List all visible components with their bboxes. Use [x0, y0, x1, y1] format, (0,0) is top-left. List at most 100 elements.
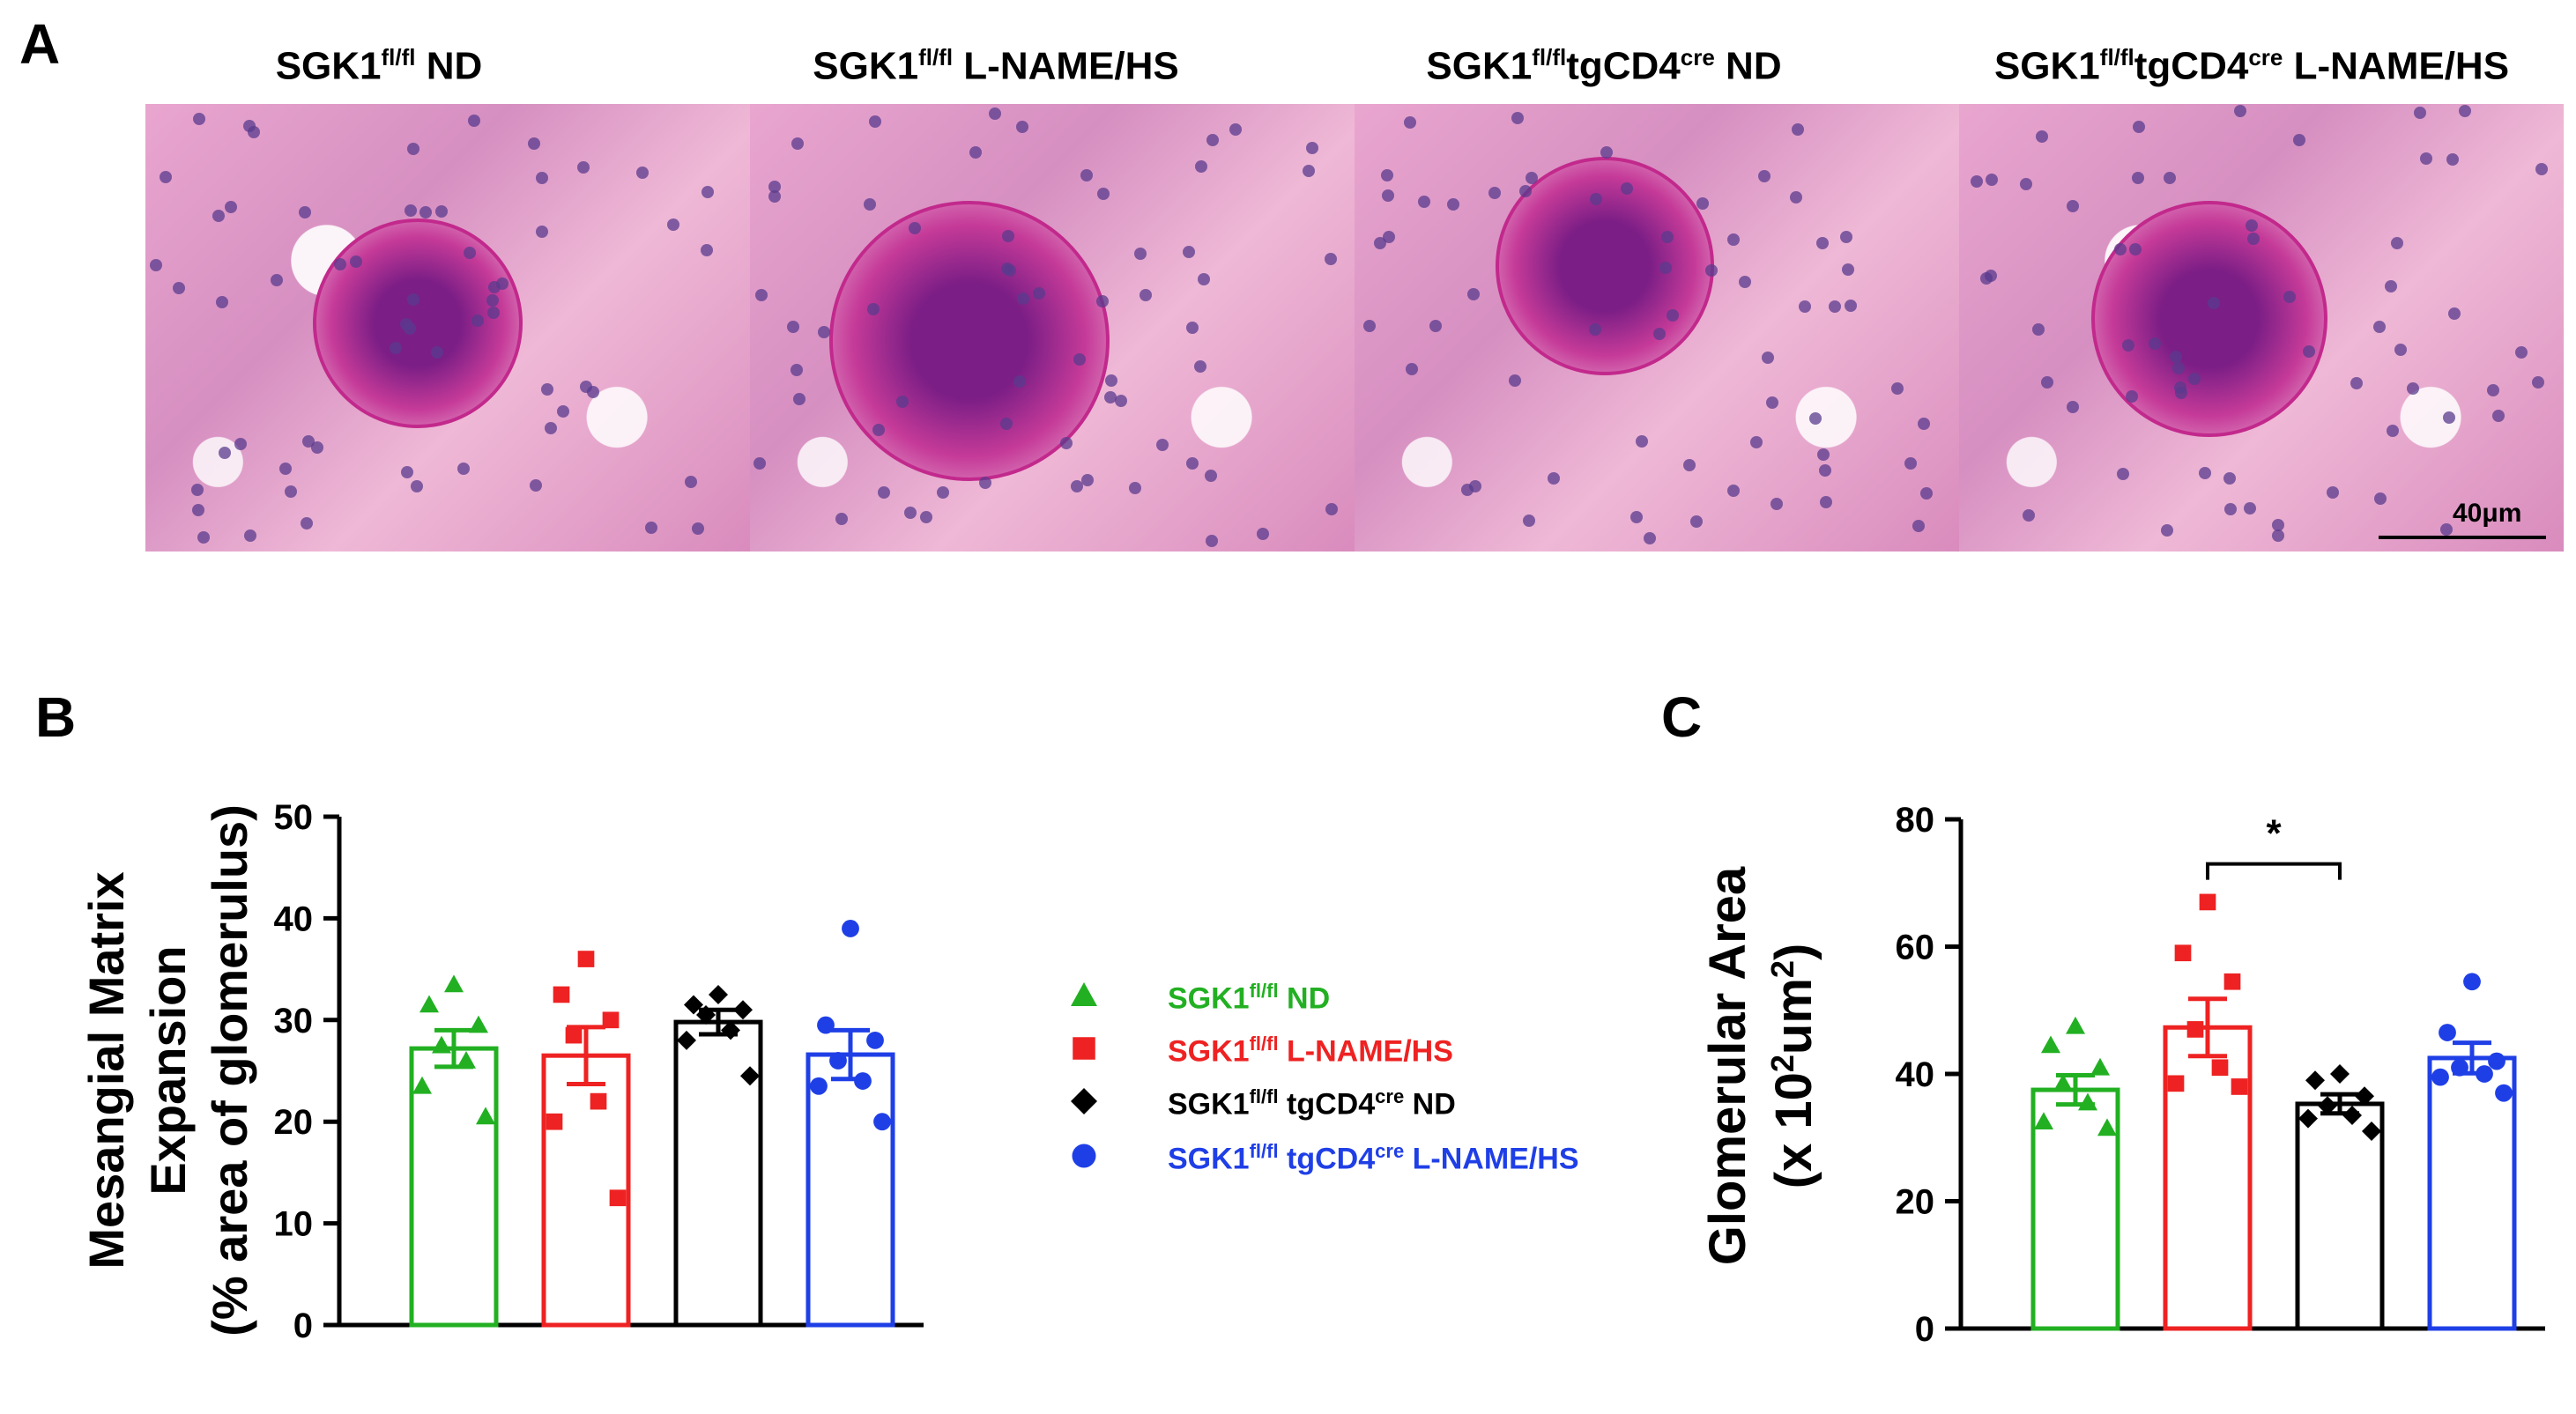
legend-text-part: cre [1375, 1085, 1405, 1107]
cell-nucleus [1193, 359, 1206, 373]
cell-nucleus [407, 143, 420, 156]
cell-nucleus [541, 382, 554, 396]
cell-nucleus [1652, 328, 1666, 341]
cell-nucleus [301, 516, 314, 529]
cell-nucleus [1256, 528, 1269, 541]
cell-nucleus [1417, 195, 1430, 208]
cell-nucleus [768, 180, 781, 193]
data-point-triangle [2034, 1112, 2053, 1129]
cell-nucleus [310, 440, 323, 454]
cell-nucleus [278, 462, 292, 475]
cell-nucleus [1071, 480, 1084, 493]
cell-nucleus [2272, 518, 2285, 531]
cell-nucleus [1844, 300, 1857, 313]
cell-nucleus [224, 200, 237, 213]
cell-nucleus [212, 209, 226, 222]
cell-nucleus [411, 480, 424, 493]
cell-nucleus [1032, 286, 1045, 300]
cell-nucleus [1727, 484, 1741, 497]
data-point-diamond [1071, 1088, 1097, 1114]
cell-nucleus [577, 160, 590, 174]
data-point-diamond [2305, 1070, 2325, 1091]
y-axis-label-line: Glomerular Area [1699, 866, 1756, 1265]
cell-nucleus [909, 222, 922, 235]
cell-nucleus [864, 198, 877, 211]
cell-nucleus [2420, 152, 2433, 165]
cell-nucleus [1073, 352, 1087, 366]
cell-nucleus [2188, 373, 2201, 386]
cell-nucleus [1195, 159, 1208, 173]
legend-text-part: cre [1375, 1140, 1405, 1162]
cell-nucleus [536, 225, 549, 238]
cell-nucleus [1013, 374, 1027, 388]
cell-nucleus [1758, 169, 1771, 182]
cell-nucleus [2148, 337, 2161, 351]
cell-nucleus [1488, 187, 1501, 200]
legend-item: SGK1fl/fl tgCD4cre L-NAME/HS [1168, 1140, 1579, 1176]
y-tick-label: 60 [1896, 929, 1935, 967]
cell-nucleus [2116, 468, 2129, 481]
image-title-1: SGK1fl/fl ND [275, 44, 483, 88]
y-label-text: um [1765, 978, 1823, 1055]
cell-nucleus [684, 475, 697, 488]
chart-b: 0 10 20 30 40 50 Mesangial Matrix Expansion (% a… [78, 798, 924, 1345]
data-point-circle [1072, 1144, 1096, 1168]
cell-nucleus [2413, 107, 2426, 120]
data-point-circle [842, 920, 859, 937]
cell-nucleus [2373, 321, 2387, 334]
bar [673, 1019, 763, 1328]
cell-nucleus [333, 258, 346, 271]
cell-nucleus [544, 422, 557, 435]
legend-text-part: ND [1404, 1087, 1456, 1122]
cell-nucleus [1809, 412, 1823, 426]
cell-nucleus [486, 294, 499, 307]
cell-nucleus [1799, 300, 1812, 313]
cell-nucleus [1919, 486, 1933, 500]
cell-nucleus [1183, 246, 1196, 259]
legend-text-part: L-NAME/HS [1278, 1034, 1453, 1069]
cell-nucleus [1985, 174, 1998, 187]
cell-nucleus [869, 115, 882, 128]
cell-nucleus [1405, 363, 1418, 376]
cell-nucleus [1589, 192, 1602, 205]
cell-nucleus [1621, 182, 1634, 196]
cell-nucleus [2303, 344, 2316, 358]
data-point-diamond [2362, 1122, 2381, 1142]
cell-nucleus [1468, 479, 1481, 492]
cell-nucleus [791, 137, 804, 151]
cell-nucleus [1828, 300, 1841, 313]
cell-nucleus [1518, 185, 1532, 198]
y-tick-label: 50 [274, 798, 314, 837]
cell-nucleus [1659, 262, 1673, 275]
cell-nucleus [580, 380, 593, 393]
cell-nucleus [2447, 307, 2461, 321]
legend-text-part: SGK1 [1168, 981, 1250, 1016]
cell-nucleus [1185, 456, 1199, 470]
cell-nucleus [1016, 292, 1029, 305]
panel-a-letter: A [19, 12, 61, 76]
legend-text-part: SGK1 [1168, 1142, 1250, 1176]
cell-nucleus [302, 434, 316, 448]
cell-nucleus [2113, 242, 2127, 255]
cell-nucleus [1467, 288, 1481, 301]
legend-marker [1073, 1037, 1095, 1060]
cell-nucleus [2223, 472, 2236, 485]
y-axis-label-line: (x 102um2) [1764, 944, 1823, 1189]
cell-nucleus [1096, 188, 1110, 201]
significance-bracket [2206, 862, 2342, 880]
cell-nucleus [2272, 529, 2285, 542]
cell-nucleus [1696, 197, 1709, 211]
cell-nucleus [527, 137, 540, 150]
cell-nucleus [866, 303, 880, 316]
cell-nucleus [1128, 481, 1141, 494]
cell-nucleus [1302, 165, 1315, 178]
data-point-circle [2463, 973, 2481, 991]
cell-nucleus [271, 273, 283, 286]
cell-nucleus [969, 146, 982, 159]
data-point-square [2174, 944, 2192, 962]
cell-nucleus [234, 437, 248, 450]
cell-nucleus [1325, 502, 1339, 515]
legend-item: SGK1fl/fl tgCD4cre ND [1168, 1085, 1456, 1122]
cell-nucleus [2391, 236, 2404, 249]
cell-nucleus [350, 255, 363, 268]
